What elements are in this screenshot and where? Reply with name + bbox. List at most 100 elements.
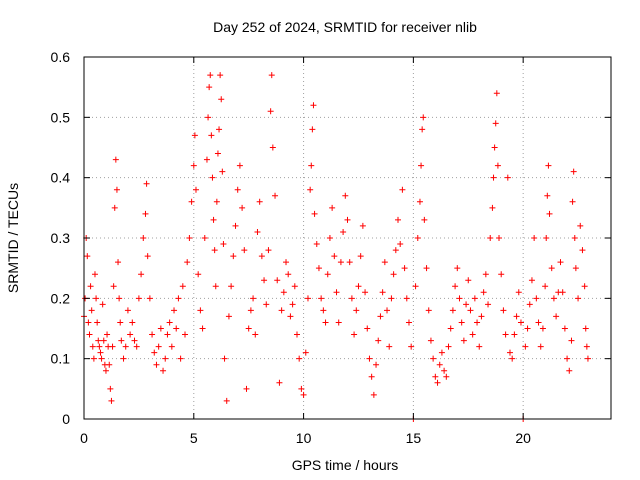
data-point: [95, 337, 102, 344]
data-point: [366, 355, 373, 362]
data-point: [102, 367, 109, 374]
y-tick-label: 0.4: [51, 170, 71, 186]
data-point: [370, 391, 377, 398]
data-point: [117, 319, 124, 326]
data-point: [584, 355, 591, 362]
data-point: [89, 343, 96, 350]
data-point: [375, 337, 382, 344]
data-point: [111, 204, 118, 211]
data-points: [81, 72, 591, 422]
data-point: [98, 355, 105, 362]
data-point: [368, 373, 375, 380]
data-point: [425, 307, 432, 314]
x-tick-label: 0: [80, 430, 88, 446]
data-point: [225, 313, 232, 320]
data-point: [318, 295, 325, 302]
data-point: [207, 72, 214, 79]
data-point: [342, 192, 349, 199]
data-point: [471, 295, 478, 302]
data-point: [344, 216, 351, 223]
data-point: [482, 271, 489, 278]
data-point: [418, 162, 425, 169]
data-point: [311, 210, 318, 217]
data-point: [153, 361, 160, 368]
data-point: [304, 295, 311, 302]
data-point: [315, 265, 322, 272]
data-point: [414, 235, 421, 241]
data-point: [91, 271, 98, 278]
data-point: [543, 235, 550, 241]
data-point: [206, 84, 213, 91]
data-point: [579, 247, 586, 254]
data-point: [107, 385, 114, 392]
data-point: [243, 385, 250, 392]
data-point: [160, 367, 167, 374]
data-point: [326, 235, 333, 241]
data-point: [498, 271, 505, 278]
data-point: [283, 259, 290, 266]
data-point: [550, 295, 557, 302]
x-tick-labels: 0 5 10 15 20: [80, 430, 531, 446]
y-tick-label: 0.2: [51, 290, 71, 306]
data-point: [575, 295, 582, 302]
data-point: [443, 373, 450, 380]
data-point: [492, 120, 499, 127]
data-point: [531, 235, 538, 241]
data-point: [310, 102, 317, 109]
data-point: [209, 174, 216, 181]
data-point: [280, 289, 287, 296]
data-point: [469, 331, 476, 338]
data-point: [177, 355, 184, 362]
data-point: [108, 397, 115, 404]
data-point: [109, 343, 116, 350]
data-point: [218, 96, 225, 103]
data-point: [256, 198, 263, 205]
data-point: [217, 72, 224, 79]
data-point: [515, 289, 522, 296]
data-point: [296, 355, 303, 362]
data-point: [504, 174, 511, 181]
data-point: [216, 126, 223, 133]
data-point: [463, 301, 470, 308]
data-point: [184, 259, 191, 266]
data-point: [548, 265, 555, 272]
data-point: [267, 108, 274, 115]
chart-title: Day 252 of 2024, SRMTID for receiver nli…: [213, 19, 477, 35]
data-point: [87, 283, 94, 290]
data-point: [427, 337, 434, 344]
data-point: [308, 162, 315, 169]
data-point: [221, 355, 228, 362]
data-point: [502, 331, 509, 338]
data-point: [214, 150, 221, 157]
data-point: [467, 307, 474, 314]
data-point: [333, 289, 340, 296]
data-point: [337, 259, 344, 266]
data-point: [513, 313, 520, 320]
data-point: [526, 301, 533, 308]
data-point: [213, 198, 220, 205]
data-point: [340, 228, 347, 235]
y-tick-label: 0: [62, 411, 70, 427]
data-point: [412, 283, 419, 290]
data-point: [236, 162, 243, 169]
data-point: [149, 331, 156, 338]
data-point: [112, 156, 119, 163]
data-point: [166, 319, 173, 326]
data-point: [190, 162, 197, 169]
data-point: [116, 295, 123, 302]
data-point: [561, 325, 568, 332]
data-point: [460, 337, 467, 344]
data-point: [447, 325, 454, 332]
data-point: [500, 307, 507, 314]
data-point: [570, 168, 577, 175]
y-tick-label: 0.3: [51, 230, 71, 246]
data-point: [115, 259, 122, 266]
data-point: [175, 295, 182, 302]
data-point: [528, 277, 535, 284]
data-point: [480, 289, 487, 296]
data-point: [577, 222, 584, 229]
data-point: [142, 210, 149, 217]
data-point: [113, 186, 120, 193]
data-point: [423, 265, 430, 272]
data-point: [97, 349, 104, 356]
